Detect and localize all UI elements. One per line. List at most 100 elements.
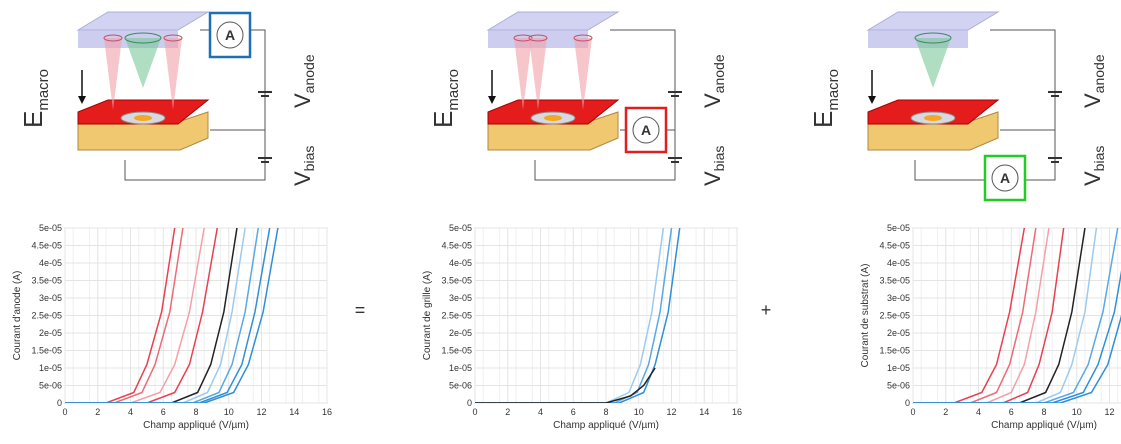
x-tick-label: 4	[538, 407, 543, 417]
voltage-symbol: V	[700, 171, 725, 186]
data-line	[475, 367, 656, 403]
ammeter	[632, 116, 660, 144]
voltage-label: Vanode	[700, 54, 727, 108]
y-tick-label: 3e-05	[887, 293, 910, 303]
cone-rim	[914, 32, 952, 44]
y-tick-label: 0	[57, 398, 62, 408]
data-line	[913, 228, 1050, 403]
x-tick-label: 4	[976, 407, 981, 417]
x-tick-label: 0	[472, 407, 477, 417]
y-tick-label: 3e-05	[449, 293, 472, 303]
voltage-symbol: V	[290, 93, 315, 108]
circuit-wire	[914, 29, 1056, 181]
cone-rim	[573, 34, 593, 42]
y-tick-label: 5e-05	[887, 223, 910, 233]
emission-cone	[104, 38, 122, 110]
emitter	[134, 115, 152, 121]
field-symbol: E	[428, 111, 458, 128]
x-tick-label: 8	[193, 407, 198, 417]
data-line	[913, 314, 1121, 403]
emission-cone	[125, 38, 161, 88]
voltage-subscript: bias	[301, 146, 317, 172]
data-line	[65, 228, 259, 403]
voltage-symbol: V	[1080, 93, 1105, 108]
field-arrow-head	[78, 96, 86, 104]
x-axis-label: Champ appliqué (V/µm)	[143, 420, 249, 431]
voltage-subscript: anode	[301, 54, 317, 93]
emission-cone	[915, 38, 951, 88]
field-subscript: macro	[825, 69, 842, 111]
ammeter	[991, 164, 1019, 192]
x-tick-label: 6	[1009, 407, 1014, 417]
y-tick-label: 1e-05	[39, 363, 62, 373]
y-tick-label: 1.5e-05	[879, 346, 910, 356]
voltage-label: Vbias	[290, 146, 317, 186]
voltage-symbol: V	[1080, 171, 1105, 186]
cone-rim	[103, 34, 123, 42]
x-tick-label: 6	[571, 407, 576, 417]
field-label: Emacro	[428, 69, 462, 128]
voltage-subscript: anode	[711, 54, 727, 93]
ammeter-label: A	[1000, 170, 1010, 186]
voltage-label: Vbias	[1080, 146, 1107, 186]
y-tick-label: 0	[467, 398, 472, 408]
data-line	[65, 228, 176, 403]
data-line	[475, 228, 673, 403]
y-tick-label: 3.5e-05	[31, 276, 62, 286]
y-tick-label: 2e-05	[887, 328, 910, 338]
y-tick-label: 5e-05	[39, 223, 62, 233]
voltage-symbol: V	[290, 171, 315, 186]
anode-plate	[76, 11, 210, 31]
ammeter-label: A	[225, 27, 235, 43]
y-tick-label: 1.5e-05	[31, 346, 62, 356]
emission-cone	[529, 38, 547, 110]
emission-cone	[164, 38, 182, 110]
data-line	[913, 228, 1065, 403]
x-tick-label: 2	[505, 407, 510, 417]
anode-plate	[486, 11, 620, 31]
y-tick-label: 3.5e-05	[441, 276, 472, 286]
y-tick-label: 5e-06	[449, 381, 472, 391]
voltage-label: Vanode	[1080, 54, 1107, 108]
y-tick-label: 3e-05	[39, 293, 62, 303]
x-tick-label: 2	[943, 407, 948, 417]
cone-rim	[528, 34, 548, 42]
x-tick-label: 8	[603, 407, 608, 417]
voltage-label: Vanode	[290, 54, 317, 108]
y-axis-label: Courant d'anode (A)	[12, 271, 23, 361]
data-line	[65, 228, 279, 403]
y-axis-label: Courant de grille (A)	[422, 271, 433, 360]
x-axis-label: Champ appliqué (V/µm)	[991, 420, 1097, 431]
y-tick-label: 4e-05	[39, 258, 62, 268]
y-tick-label: 3.5e-05	[879, 276, 910, 286]
y-tick-label: 2.5e-05	[879, 311, 910, 321]
y-tick-label: 4e-05	[887, 258, 910, 268]
voltage-label: Vbias	[700, 146, 727, 186]
data-line	[913, 228, 1086, 403]
x-tick-label: 2	[95, 407, 100, 417]
data-line	[913, 270, 1121, 403]
data-line	[65, 228, 205, 403]
data-line	[913, 228, 1098, 403]
field-subscript: macro	[35, 69, 52, 111]
anode-plate	[866, 11, 1000, 31]
x-tick-label: 10	[1072, 407, 1082, 417]
data-line	[65, 228, 219, 403]
data-line	[65, 228, 184, 403]
voltage-symbol: V	[700, 93, 725, 108]
y-axis-label: Courant de substrat (A)	[860, 264, 871, 368]
x-tick-label: 12	[256, 407, 266, 417]
voltage-subscript: anode	[1091, 54, 1107, 93]
field-label: Emacro	[18, 69, 52, 128]
cone-rim	[124, 32, 162, 44]
plus-sign: +	[761, 300, 772, 320]
field-symbol: E	[18, 111, 48, 128]
emitter	[924, 115, 942, 121]
x-tick-label: 0	[910, 407, 915, 417]
y-tick-label: 0	[905, 398, 910, 408]
x-tick-label: 4	[128, 407, 133, 417]
voltage-subscript: bias	[711, 146, 727, 172]
